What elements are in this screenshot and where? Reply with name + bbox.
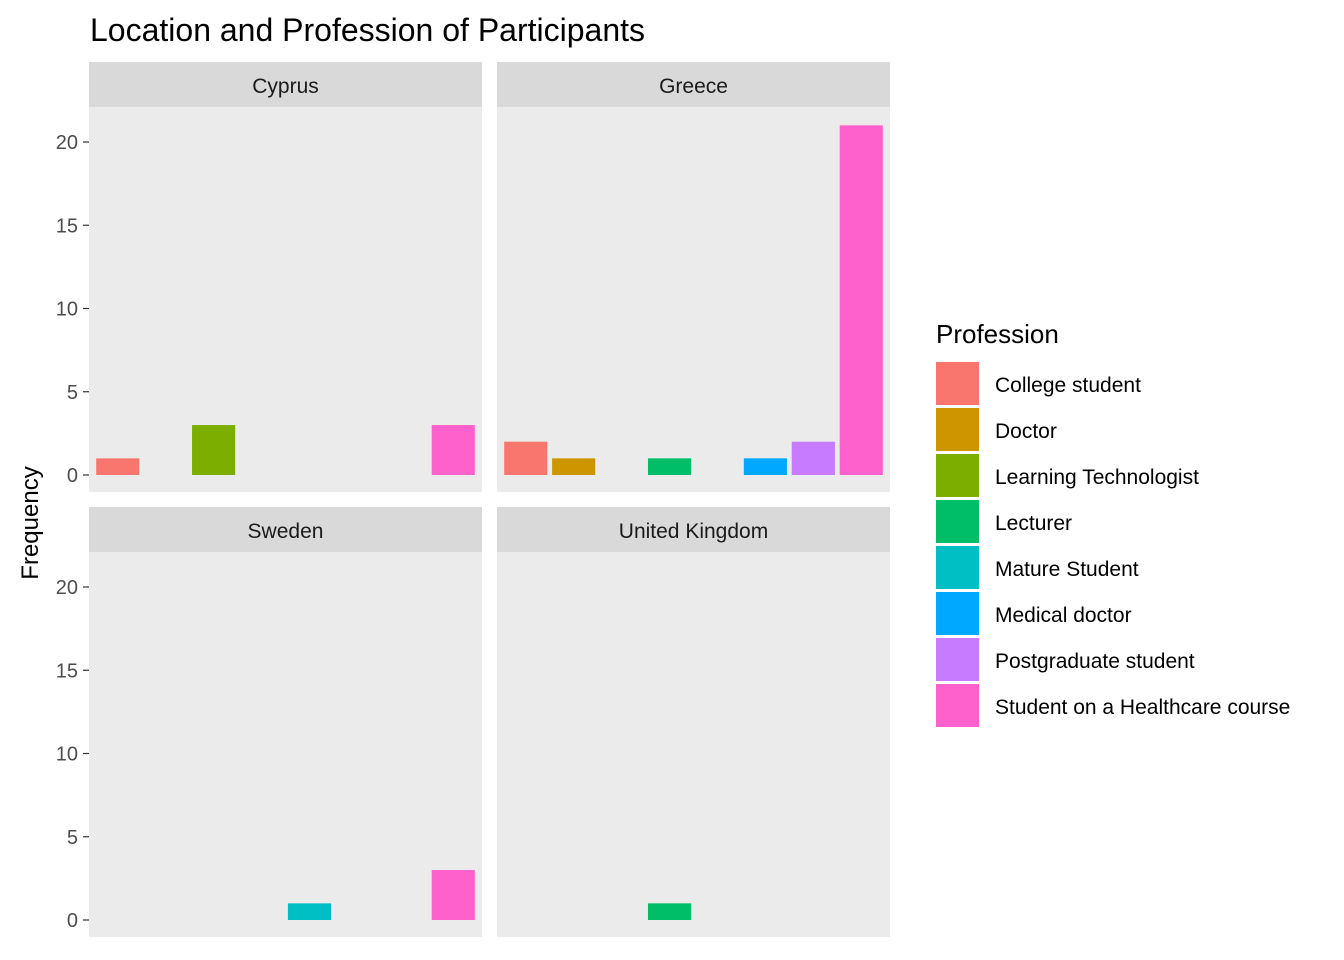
facet-label: United Kingdom — [619, 520, 768, 543]
legend-swatch — [936, 408, 979, 451]
legend-swatch — [936, 684, 979, 727]
bar-cyprus-college-student — [96, 458, 140, 475]
legend-item-lecturer: Lecturer — [936, 500, 1072, 543]
bar-greece-college-student — [504, 441, 548, 475]
legend-label: College student — [995, 374, 1141, 397]
legend-swatch — [936, 362, 979, 405]
legend-label: Doctor — [995, 420, 1057, 443]
y-tick-label: 0 — [67, 910, 78, 932]
y-tick-label: 10 — [56, 299, 78, 321]
legend-label: Postgraduate student — [995, 650, 1195, 673]
legend-swatch — [936, 500, 979, 543]
facet-strip — [89, 62, 482, 107]
legend-item-mature-student: Mature Student — [936, 546, 1139, 589]
y-tick-label: 15 — [56, 215, 78, 237]
panel-background — [497, 107, 890, 492]
facet-strip — [497, 62, 890, 107]
legend-item-medical-doctor: Medical doctor — [936, 592, 1132, 635]
legend-swatch — [936, 592, 979, 635]
bar-greece-lecturer — [647, 458, 692, 475]
legend-label: Mature Student — [995, 558, 1139, 581]
facet-label: Sweden — [248, 520, 324, 543]
legend-label: Lecturer — [995, 512, 1072, 535]
legend-swatch — [936, 454, 979, 497]
facet-label: Greece — [659, 75, 728, 98]
legend-item-postgraduate-student: Postgraduate student — [936, 638, 1195, 681]
panel-background — [497, 552, 890, 937]
facet-panels: Cyprus 0 5 10 15 20 Greece Sweden 0 5 10 15 20 United… — [56, 62, 890, 937]
legend-label: Student on a Healthcare course — [995, 696, 1290, 719]
bar-cyprus-learning-technologist — [192, 425, 236, 475]
y-tick-label: 10 — [56, 744, 78, 766]
y-tick-label: 5 — [67, 382, 78, 404]
legend-swatch — [936, 546, 979, 589]
bar-greece-doctor — [552, 458, 596, 475]
bar-sweden-mature-student — [287, 903, 332, 920]
panel-background — [89, 107, 482, 492]
bar-sweden-student-on-a-healthcare-course — [431, 870, 475, 920]
panel-united-kingdom: United Kingdom — [497, 507, 890, 937]
y-tick-label: 20 — [56, 132, 78, 154]
bar-greece-student-on-a-healthcare-course — [839, 125, 883, 475]
y-axis-title: Frequency — [17, 466, 44, 579]
legend-label: Medical doctor — [995, 604, 1132, 627]
panel-sweden: Sweden 0 5 10 15 20 — [56, 507, 482, 937]
chart-title: Location and Profession of Participants — [90, 12, 645, 48]
legend-item-college-student: College student — [936, 362, 1141, 405]
legend: Profession College student Doctor Learning… — [936, 319, 1290, 727]
legend-label: Learning Technologist — [995, 466, 1199, 489]
facet-label: Cyprus — [252, 75, 319, 98]
bar-united-kingdom-lecturer — [647, 903, 692, 920]
y-tick-label: 5 — [67, 827, 78, 849]
y-tick-label: 15 — [56, 660, 78, 682]
bar-greece-postgraduate-student — [791, 441, 835, 475]
legend-item-doctor: Doctor — [936, 408, 1057, 451]
y-tick-label: 20 — [56, 577, 78, 599]
facet-strip — [89, 507, 482, 552]
panel-greece: Greece — [497, 62, 890, 492]
panel-cyprus: Cyprus 0 5 10 15 20 — [56, 62, 482, 492]
legend-swatch — [936, 638, 979, 681]
legend-item-student-on-a-healthcare-course: Student on a Healthcare course — [936, 684, 1290, 727]
y-tick-label: 0 — [67, 465, 78, 487]
bar-greece-medical-doctor — [743, 458, 787, 475]
facet-strip — [497, 507, 890, 552]
legend-title: Profession — [936, 319, 1059, 349]
bar-cyprus-student-on-a-healthcare-course — [431, 425, 475, 475]
legend-item-learning-technologist: Learning Technologist — [936, 454, 1199, 497]
panel-background — [89, 552, 482, 937]
